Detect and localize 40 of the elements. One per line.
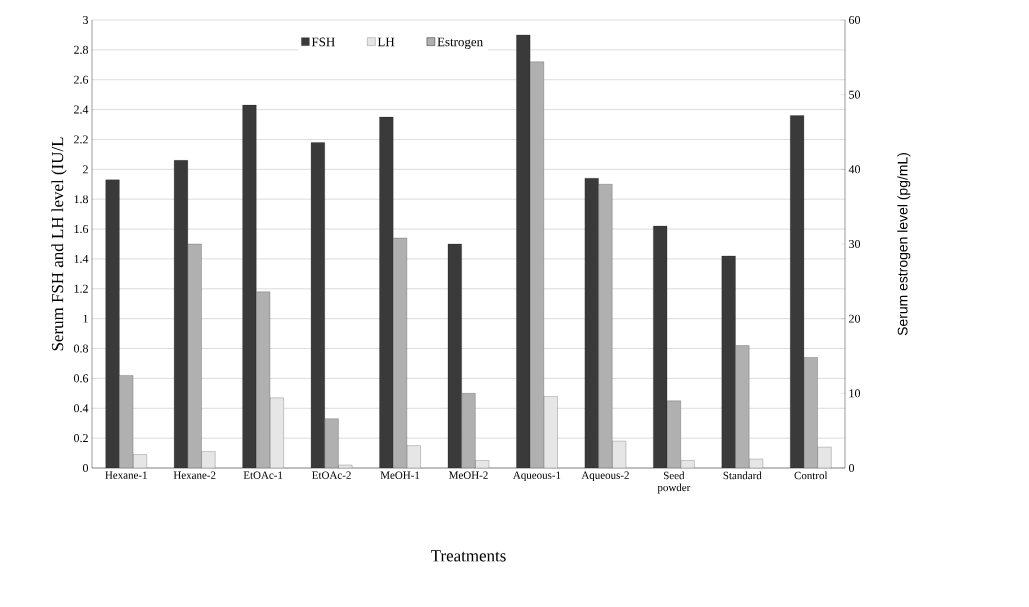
y2-tick-label: 20 — [849, 314, 861, 323]
y-tick-label: 0.8 — [73, 344, 89, 353]
y-tick-label: 0.6 — [73, 374, 89, 383]
y2-tick-label: 50 — [849, 90, 861, 99]
y2-tick-label: 10 — [849, 389, 861, 398]
x-tick-label: Hexane-2 — [173, 471, 216, 479]
x-tick-label: MeOH-2 — [449, 471, 488, 479]
y-tick-label: 2.4 — [74, 105, 89, 114]
x-tick-label: Aqueous-2 — [581, 471, 629, 482]
x-tick-label: EtOAc-1 — [243, 471, 283, 479]
x-tick-label: Seed powder — [657, 471, 691, 494]
x-tick-label: EtOAc-2 — [312, 471, 351, 479]
y-tick-label: 1.6 — [74, 225, 89, 234]
y-tick-label: 0.2 — [73, 434, 88, 443]
y2-tick-label: 60 — [849, 15, 861, 25]
y-tick-label: 2.8 — [74, 45, 89, 54]
y-tick-label: 2 — [83, 165, 88, 174]
y2-tick-label: 0 — [848, 463, 855, 473]
legend-label: FSH — [311, 37, 335, 47]
y-tick-label: 1.8 — [74, 195, 89, 204]
y-tick-label: 0 — [82, 463, 89, 473]
x-tick-label: Control — [794, 471, 828, 480]
x-axis-title: Treatments — [431, 550, 506, 562]
x-tick-label: Hexane-1 — [105, 471, 147, 479]
y2-tick-label: 40 — [848, 165, 861, 174]
x-tick-label: Standard — [723, 471, 762, 480]
legend-label: Estrogen — [437, 37, 483, 49]
y-tick-label: 1 — [83, 314, 88, 323]
x-tick-label: MeOH-1 — [380, 471, 420, 479]
y-tick-label: 2.6 — [74, 75, 89, 84]
y-tick-label: 1.4 — [74, 254, 89, 263]
y-tick-label: 2.2 — [74, 135, 88, 144]
y-tick-label: 1.2 — [74, 284, 88, 293]
y-tick-label: 3 — [83, 15, 89, 24]
legend-label: LH — [377, 37, 395, 47]
x-tick-label: Aqueous-1 — [513, 471, 561, 482]
y-tick-label: 0.4 — [73, 404, 89, 413]
y2-tick-label: 30 — [849, 239, 861, 249]
y-axis-title: Serum FSH and LH level (IU/L — [51, 137, 67, 351]
y2-axis-title: Serum estrogen level (pg/mL) — [897, 153, 911, 336]
